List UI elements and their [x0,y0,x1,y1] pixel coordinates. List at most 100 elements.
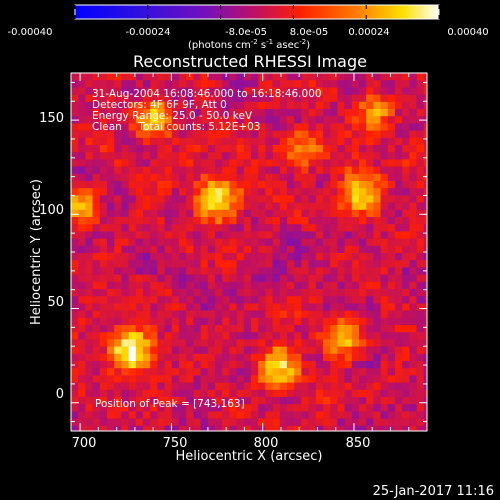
heatmap-cell [330,310,338,319]
heatmap-cell [171,73,180,81]
heatmap-cell [128,397,137,405]
heatmap-cell [272,325,281,333]
heatmap-cell [294,411,302,419]
heatmap-cell [251,231,259,239]
y-axis-label: Heliocentric Y (arcsec) [29,179,44,325]
heatmap-cell [114,375,122,383]
heatmap-cell [150,224,158,232]
heatmap-cell [308,418,317,427]
heatmap-cell [395,332,403,340]
heatmap-cell [294,87,302,95]
heatmap-cell [92,382,101,391]
heatmap-cell [243,101,252,110]
heatmap-cell [387,123,396,131]
heatmap-cell [416,238,425,247]
heatmap-cell [114,245,122,254]
heatmap-cell [387,152,396,160]
heatmap-cell [337,332,345,340]
chart-title: Reconstructed RHESSI Image [133,52,367,71]
heatmap-cell [380,116,389,124]
heatmap-cell [344,188,353,196]
heatmap-cell [387,238,396,247]
heatmap-cell [387,80,396,88]
heatmap-cell [251,109,259,117]
heatmap-cell [186,296,194,304]
heatmap-cell [186,188,194,196]
heatmap-cell [157,296,165,304]
heatmap-cell [143,368,151,376]
heatmap-cell [258,101,266,110]
heatmap-cell [85,425,93,431]
heatmap-cell [71,397,79,405]
heatmap-cell [114,209,122,218]
heatmap-cell [92,231,101,239]
heatmap-cell [301,418,309,427]
heatmap-cell [409,260,417,268]
heatmap-cell [92,368,101,376]
heatmap-cell [416,245,425,254]
heatmap-cell [359,382,367,391]
heatmap-cell [78,109,86,117]
heatmap-cell [251,217,259,225]
heatmap-cell [315,296,324,304]
heatmap-cell [164,166,173,175]
heatmap-cell [193,397,201,405]
heatmap-cell [416,109,425,117]
heatmap-cell [323,217,331,225]
heatmap-cell [78,274,86,283]
heatmap-cell [395,94,403,103]
heatmap-cell [380,339,389,347]
heatmap-cell [114,382,122,391]
heatmap-cell [128,94,137,103]
heatmap-cell [171,173,180,182]
heatmap-cell [243,145,252,153]
heatmap-cell [359,109,367,117]
heatmap-cell [92,375,101,383]
heatmap-cell [121,310,129,319]
heatmap-cell [279,397,288,405]
heatmap-cell [71,245,79,254]
heatmap-cell [387,159,396,167]
heatmap-cell [107,109,115,117]
heatmap-cell [251,145,259,153]
heatmap-cell [186,238,194,247]
heatmap-cell [171,195,180,203]
heatmap-cell [337,274,345,283]
heatmap-cell [423,73,427,81]
heatmap-cell [179,281,187,290]
heatmap-cell [157,130,165,139]
heatmap-cell [279,353,288,362]
heatmap-cell [287,267,295,275]
heatmap-cell [272,145,281,153]
heatmap-cell [395,310,403,319]
heatmap-cell [200,94,209,103]
heatmap-cell [164,274,173,283]
heatmap-cell [416,101,425,110]
heatmap-cell [423,425,427,431]
heatmap-cell [179,368,187,376]
heatmap-cell [301,173,309,182]
heatmap-cell [128,339,137,347]
heatmap-cell [121,267,129,275]
heatmap-cell [143,325,151,333]
heatmap-cell [423,296,427,304]
heatmap-cell [114,274,122,283]
heatmap-cell [78,253,86,261]
heatmap-cell [330,397,338,405]
heatmap-cell [344,217,353,225]
heatmap-cell [186,123,194,131]
heatmap-cell [265,317,273,326]
heatmap-cell [222,253,230,261]
heatmap-cell [179,209,187,218]
heatmap-cell [330,281,338,290]
heatmap-cell [121,130,129,139]
heatmap-cell [265,274,273,283]
heatmap-cell [359,166,367,175]
heatmap-cell [337,425,345,431]
heatmap-cell [402,296,410,304]
heatmap-cell [279,188,288,196]
heatmap-cell [359,274,367,283]
heatmap-cell [193,188,201,196]
heatmap-cell [229,332,237,340]
heatmap-cell [402,332,410,340]
